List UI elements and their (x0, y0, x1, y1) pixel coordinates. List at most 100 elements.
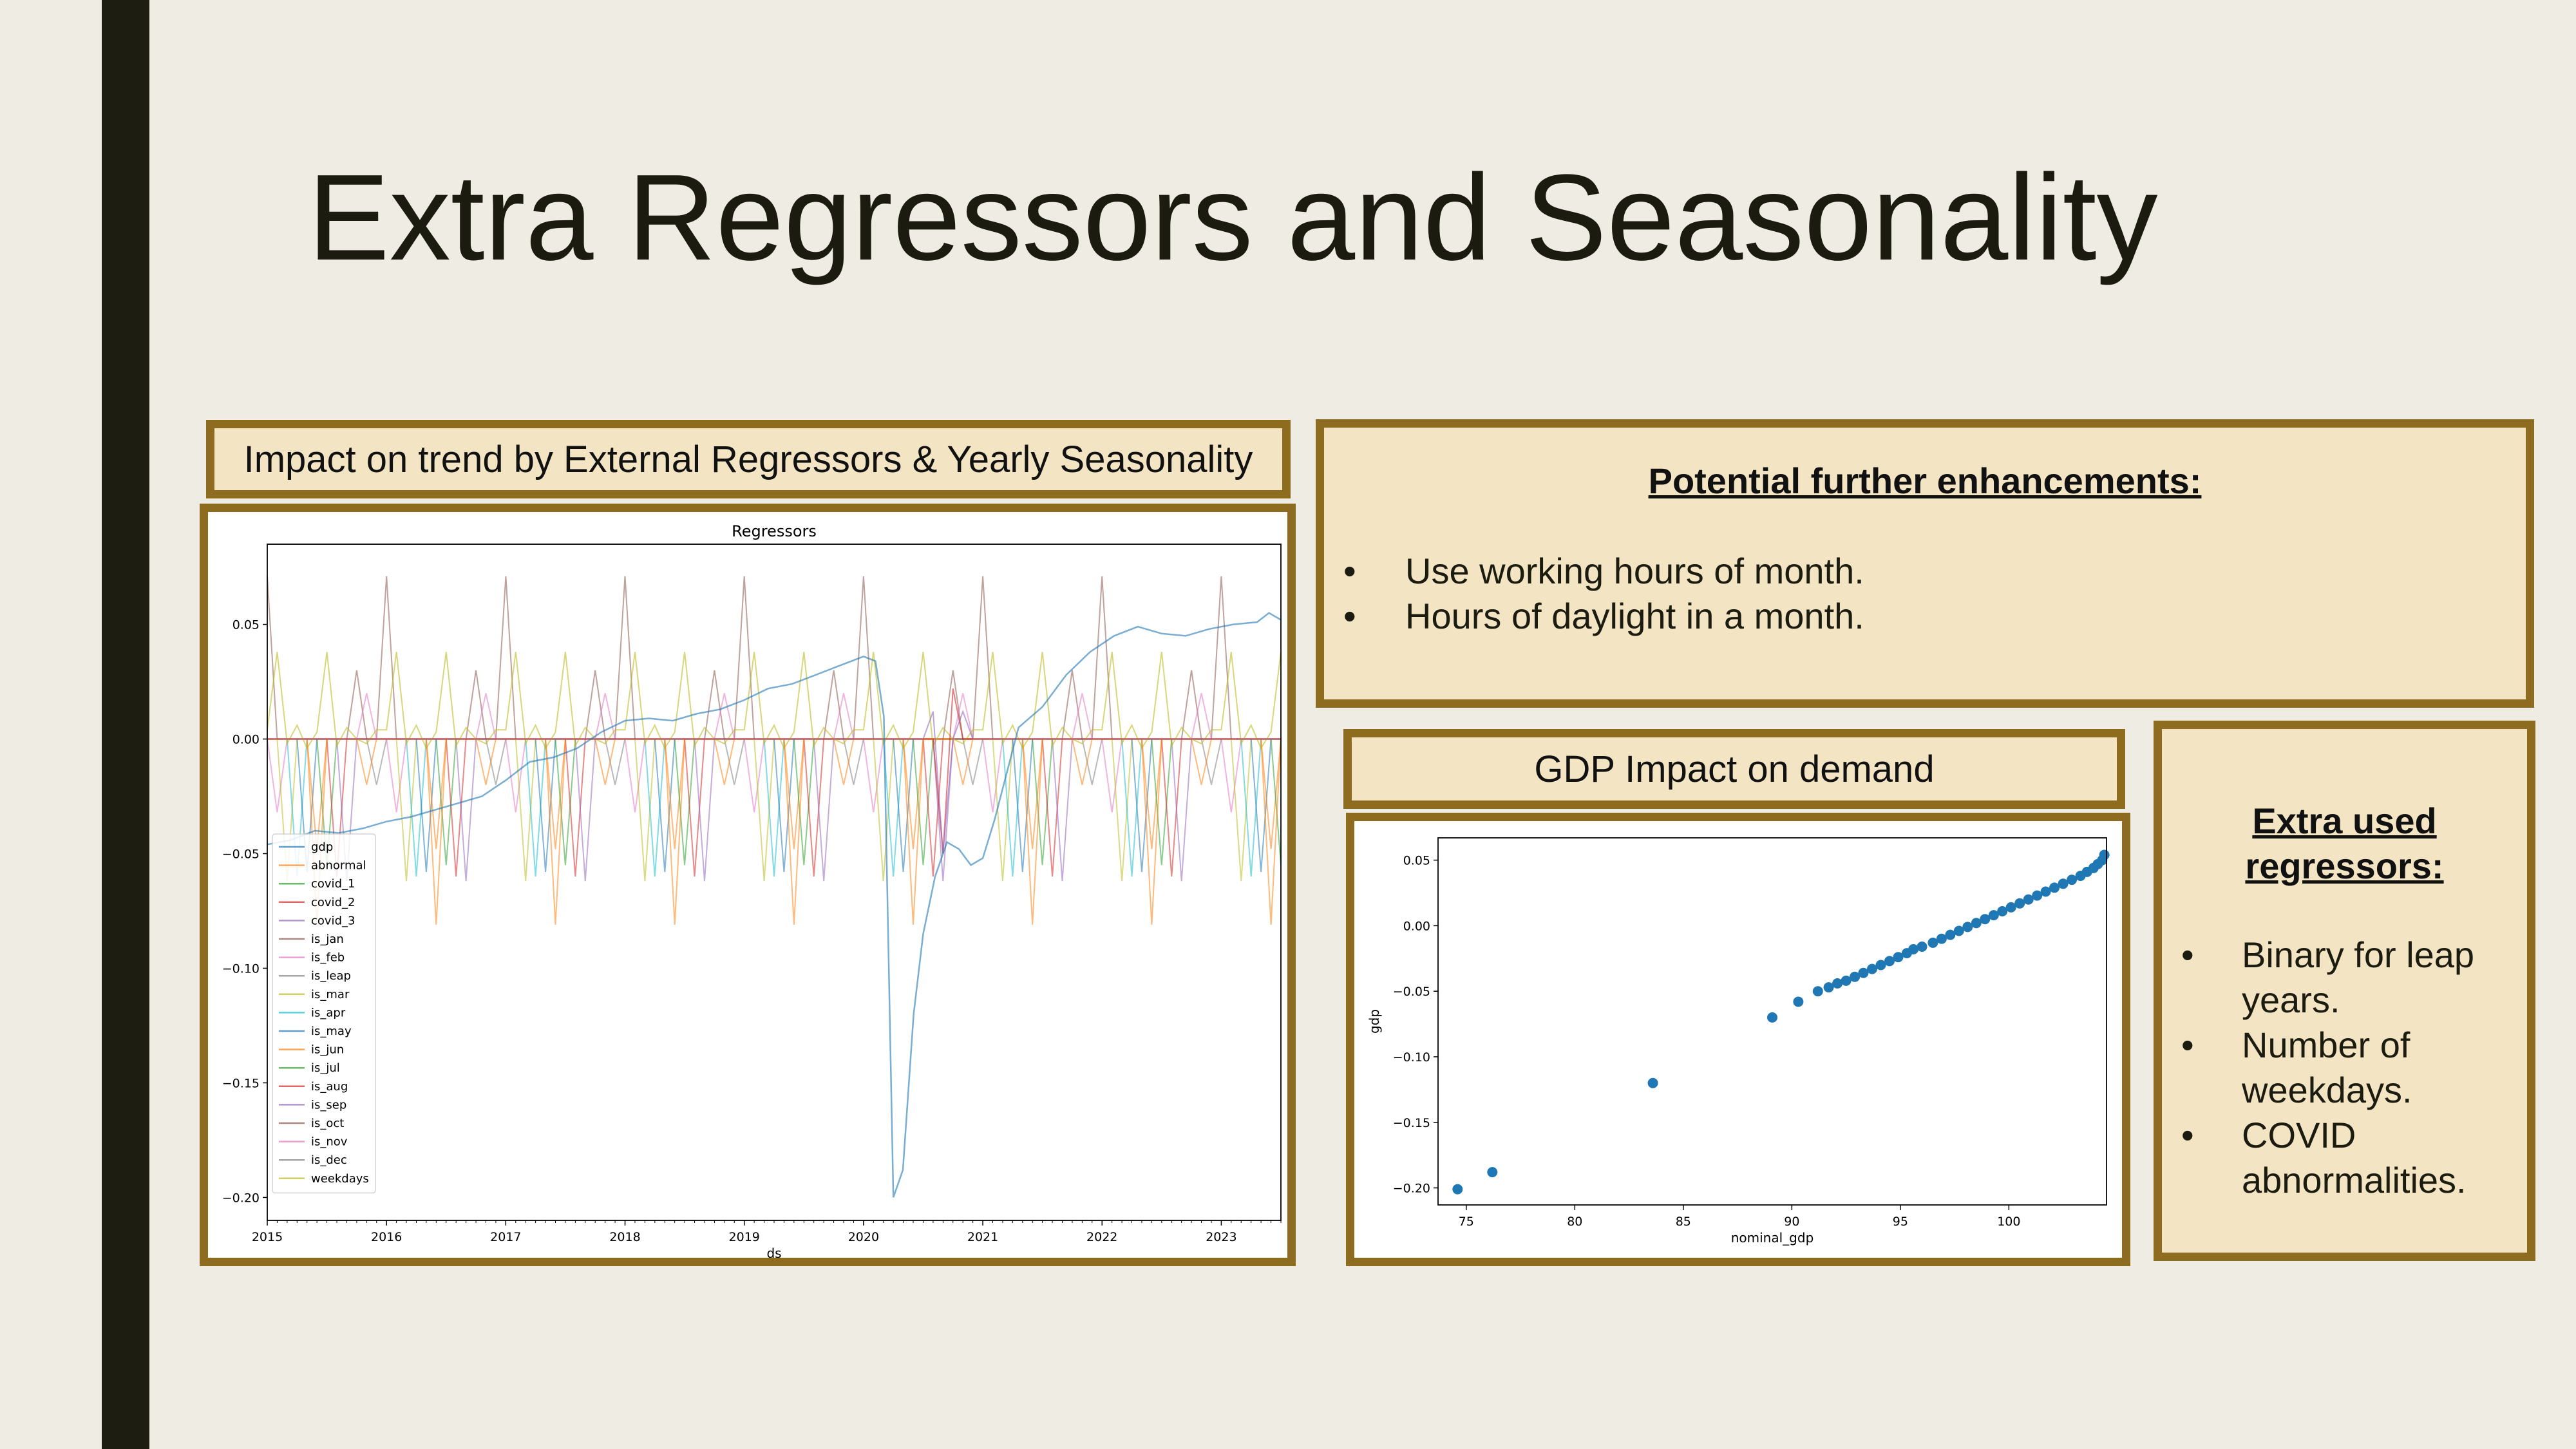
x-tick-label: 100 (1997, 1215, 2020, 1229)
x-tick-label: 2019 (729, 1230, 760, 1244)
y-tick-label: 0.00 (1403, 919, 1430, 933)
x-tick-label: 2018 (609, 1230, 640, 1244)
x-tick-label: 2017 (490, 1230, 521, 1244)
legend-box (272, 833, 376, 1194)
legend-label-is_apr: is_apr (311, 1006, 346, 1019)
legend-label-covid_2: covid_2 (311, 896, 355, 909)
regressor-item: • Binary for leap years. (2181, 933, 2514, 1023)
scatter-point (1893, 952, 1904, 963)
gdp-scatter-chart: 0.05 0.00 −0.05 −0.10 −0.15 −0.20 75 80 85 90 95 10… (1367, 837, 2110, 1245)
bullet-icon: • (1343, 596, 1356, 636)
scatter-point (1927, 937, 1938, 948)
scatter-point (1945, 929, 1956, 940)
slide-title: Extra Regressors and Seasonality (308, 149, 2158, 286)
x-tick-label: 90 (1784, 1215, 1799, 1229)
enhancement-text: Hours of daylight in a month. (1405, 596, 1864, 636)
regressors-chart-frame: Regressors 0.05 0.00 −0.05 −0.10 −0.15 −0.20 20… (200, 504, 1296, 1266)
y-tick-label: −0.05 (222, 848, 260, 862)
legend-label-gdp: gdp (311, 840, 333, 854)
series-line-is_oct (267, 670, 1281, 740)
x-axis-label: ds (766, 1245, 781, 1258)
x-tick-label: 85 (1676, 1215, 1691, 1229)
scatter-point (1841, 975, 1852, 986)
scatter-point (1988, 910, 1999, 921)
enhancements-heading: Potential further enhancements: (1648, 460, 2202, 501)
scatter-point (1908, 944, 1919, 954)
legend-label-is_dec: is_dec (311, 1153, 347, 1167)
enhancement-item: • Hours of daylight in a month. (1343, 594, 1864, 639)
y-tick-label: −0.15 (222, 1076, 260, 1090)
enhancement-text: Use working hours of month. (1405, 551, 1864, 591)
y-tick-label: −0.20 (222, 1191, 260, 1205)
scatter-point (2099, 849, 2110, 860)
gdp-chart-caption-text: GDP Impact on demand (1534, 748, 1935, 790)
x-tick-label: 80 (1567, 1215, 1582, 1229)
extra-regressors-panel: Extra used regressors: • Binary for leap… (2154, 721, 2535, 1261)
regressor-item: • Number of weekdays. (2181, 1023, 2514, 1113)
scatter-point (1867, 963, 1877, 974)
enhancements-list: • Use working hours of month. • Hours of… (1343, 549, 1864, 639)
scatter-point (2067, 875, 2078, 886)
scatter-point (1936, 933, 1947, 944)
scatter-point (1812, 986, 1823, 997)
gdp-chart-caption: GDP Impact on demand (1343, 729, 2125, 809)
legend-label-abnormal: abnormal (311, 859, 366, 873)
scatter-point (1971, 918, 1982, 929)
x-tick-label: 75 (1459, 1215, 1474, 1229)
x-tick-label: 2021 (967, 1230, 998, 1244)
legend-label-is_may: is_may (311, 1025, 352, 1038)
series-line-weekdays (267, 652, 1282, 750)
plot-frame (267, 544, 1282, 1221)
legend-label-is_jul: is_jul (311, 1061, 340, 1075)
legend-label-is_aug: is_aug (311, 1080, 348, 1094)
legend-label-is_sep: is_sep (311, 1098, 346, 1112)
chart-title: Regressors (732, 522, 817, 540)
enhancements-panel: Potential further enhancements: • Use wo… (1316, 419, 2534, 708)
scatter-point (2023, 894, 2034, 905)
legend-label-covid_3: covid_3 (311, 914, 355, 927)
series-line-gdp (267, 612, 1282, 1198)
bullet-icon: • (1343, 551, 1356, 591)
series-line-is_may (267, 738, 1281, 873)
scatter-point (1997, 906, 2008, 916)
extra-regressors-list: • Binary for leap years. • Number of wee… (2181, 933, 2514, 1203)
scatter-point (2032, 890, 2043, 901)
scatter-point (2040, 886, 2051, 897)
scatter-point (1962, 922, 1973, 933)
series-line-is_mar (267, 738, 1281, 882)
y-tick-label: 0.05 (1403, 854, 1430, 868)
enhancement-item: • Use working hours of month. (1343, 549, 1864, 594)
scatter-point (1452, 1184, 1463, 1195)
scatter-point (1793, 996, 1804, 1007)
regressor-text: Number of weekdays. (2242, 1025, 2412, 1110)
y-tick-label: −0.10 (1393, 1050, 1430, 1065)
legend-label-is_oct: is_oct (311, 1117, 344, 1130)
y-axis-label: gdp (1367, 1009, 1382, 1034)
y-tick-label: −0.10 (222, 961, 260, 976)
scatter-point (1875, 960, 1886, 971)
bullet-icon: • (2181, 1115, 2194, 1155)
scatter-point (2049, 882, 2060, 893)
x-tick-label: 2023 (1206, 1230, 1236, 1244)
scatter-point (1917, 942, 1927, 952)
scatter-point (1487, 1167, 1498, 1178)
extra-regressors-heading: Extra used regressors: (2245, 800, 2444, 886)
series-line-is_sep (267, 738, 1281, 882)
scatter-point (1767, 1012, 1777, 1023)
x-tick-label: 2016 (371, 1230, 402, 1244)
x-tick-label: 2020 (848, 1230, 879, 1244)
scatter-point (1858, 967, 1869, 978)
y-tick-label: −0.15 (1393, 1116, 1430, 1130)
regressor-text: COVID abnormalities. (2242, 1115, 2467, 1200)
scatter-point (1850, 971, 1861, 982)
series-line-is_jul (267, 738, 1282, 866)
bullet-icon: • (2181, 934, 2194, 975)
y-tick-label: −0.20 (1393, 1182, 1430, 1196)
x-tick-label: 2022 (1086, 1230, 1117, 1244)
x-tick-label: 2015 (252, 1230, 283, 1244)
scatter-point (1953, 925, 1964, 936)
series-line-covid_3 (267, 709, 1281, 854)
legend-label-is_jan: is_jan (311, 933, 344, 946)
legend-label-is_leap: is_leap (311, 969, 351, 983)
scatter-point (1647, 1077, 1658, 1088)
